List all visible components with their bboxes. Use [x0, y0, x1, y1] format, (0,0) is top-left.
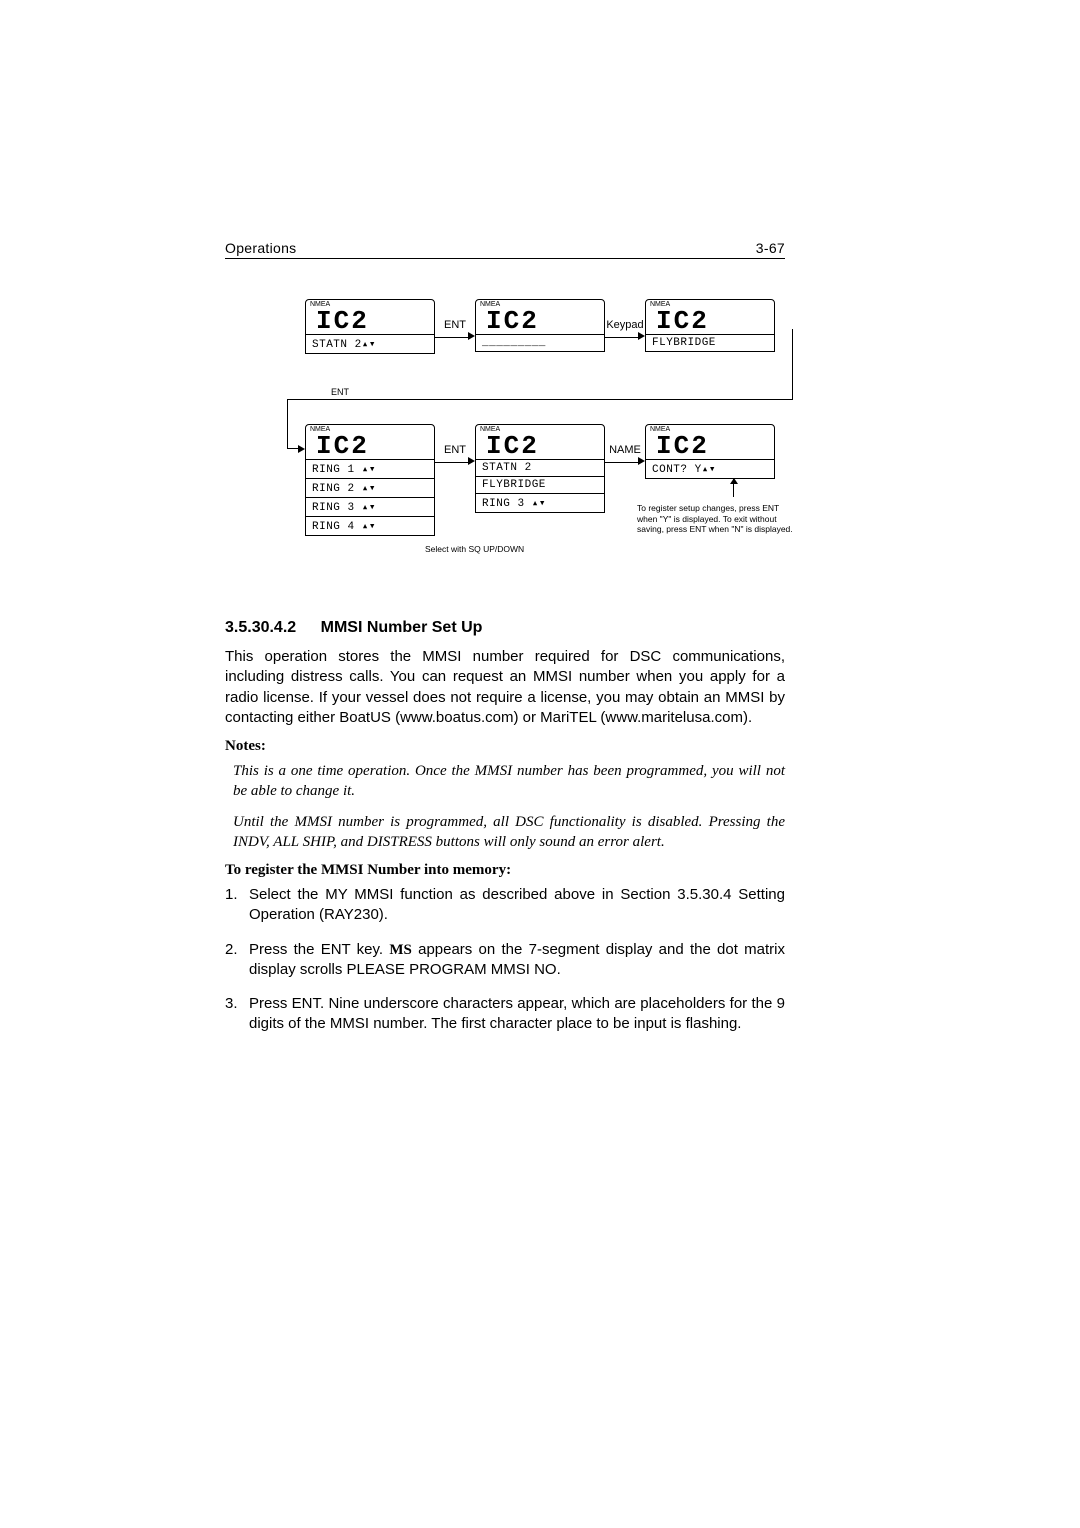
step-3: Press ENT. Nine underscore characters ap… [225, 994, 785, 1035]
cont-pointer [733, 479, 734, 497]
lcd-box-r2-2: NMEA IC2 STATN 2 FLYBRIDGE RING 3 ▴▾ [475, 424, 605, 513]
caption-register: To register setup changes, press ENT whe… [637, 503, 797, 535]
note-1: This is a one time operation. Once the M… [233, 761, 785, 802]
arrow-r2-23: NAME [605, 444, 645, 468]
section-number: 3.5.30.4.2 [225, 619, 296, 636]
lcd-big: IC2 [646, 433, 774, 459]
lcd-big: IC2 [306, 433, 434, 459]
flow-diagram: NMEA IC2 STATN 2▴▾ ENT NMEA IC2 ________… [305, 299, 785, 589]
lcd-line: RING 3 ▴▾ [476, 493, 604, 512]
lcd-line: FLYBRIDGE [476, 476, 604, 493]
lcd-line: RING 3 ▴▾ [306, 497, 434, 516]
step-text: Press ENT. Nine underscore characters ap… [249, 995, 785, 1032]
feedback-label: ENT [331, 387, 349, 397]
steps-list: Select the MY MMSI function as described… [225, 885, 785, 1035]
step-text: Select the MY MMSI function as described… [249, 886, 785, 923]
lcd-line: RING 4 ▴▾ [306, 516, 434, 535]
step-2: Press the ENT key. MS appears on the 7-s… [225, 940, 785, 981]
header-left: Operations [225, 240, 296, 256]
intro-paragraph: This operation stores the MMSI number re… [225, 647, 785, 728]
caption-select: Select with SQ UP/DOWN [425, 544, 524, 555]
lcd-big: IC2 [476, 433, 604, 459]
instructions-label: To register the MMSI Number into memory: [225, 862, 785, 879]
lcd-line: CONT? Y▴▾ [646, 459, 774, 478]
note-2: Until the MMSI number is programmed, all… [233, 812, 785, 853]
step-text-a: Press the ENT key. [249, 941, 389, 958]
lcd-line: RING 2 ▴▾ [306, 478, 434, 497]
arrow-label: NAME [605, 444, 645, 456]
arrow-label: ENT [435, 444, 475, 456]
section-heading: 3.5.30.4.2 MMSI Number Set Up [225, 619, 785, 637]
lcd-box-r2-1: NMEA IC2 RING 1 ▴▾ RING 2 ▴▾ RING 3 ▴▾ R… [305, 424, 435, 536]
step-text-ms: MS [389, 942, 412, 958]
page-content: Operations 3-67 NMEA IC2 STATN 2▴▾ ENT N… [225, 240, 785, 1049]
lcd-line: RING 1 ▴▾ [306, 459, 434, 478]
running-header: Operations 3-67 [225, 240, 785, 259]
arrow-r2-12: ENT [435, 444, 475, 468]
notes-label: Notes: [225, 738, 785, 755]
lcd-line: STATN 2 [476, 459, 604, 476]
header-right: 3-67 [756, 240, 785, 256]
lcd-box-r2-3: NMEA IC2 CONT? Y▴▾ [645, 424, 775, 479]
section-title: MMSI Number Set Up [321, 619, 483, 636]
step-1: Select the MY MMSI function as described… [225, 885, 785, 926]
